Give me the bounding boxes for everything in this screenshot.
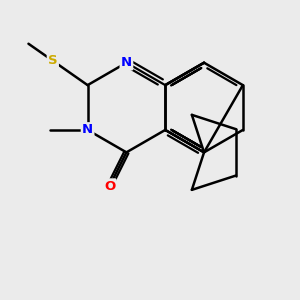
Text: S: S [48, 54, 58, 67]
Text: N: N [82, 123, 93, 136]
Text: O: O [104, 180, 115, 193]
Text: N: N [121, 56, 132, 69]
